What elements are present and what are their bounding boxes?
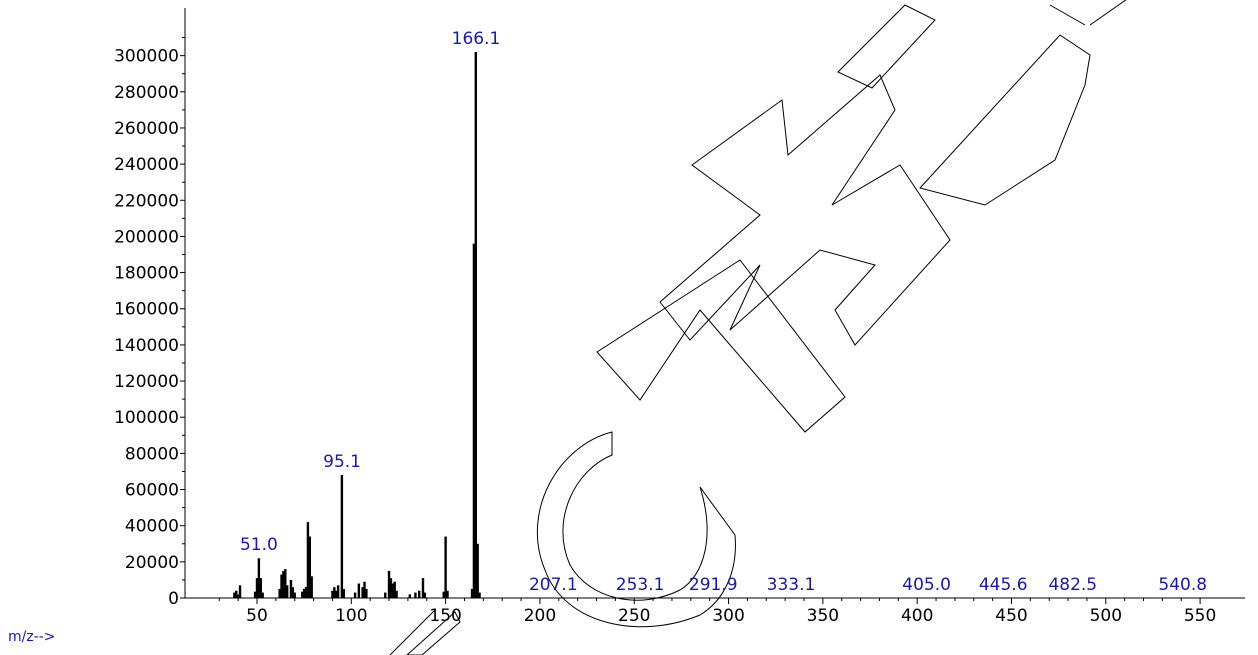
x-tick-label: 400 [901,606,933,626]
peak-bar [442,591,445,598]
y-tick-label: 60000 [125,481,179,501]
peak-bar [233,592,236,598]
x-tick-label: 450 [995,606,1027,626]
peak-label: 405.0 [902,575,951,595]
y-tick-label: 160000 [114,300,179,320]
x-tick-label: 500 [1090,606,1122,626]
y-tick-label: 220000 [114,191,179,211]
cimet-watermark [389,0,1127,655]
peak-bar [278,588,281,598]
peak-bar [478,592,481,598]
y-tick-label: 300000 [114,47,179,67]
peak-bar [472,243,476,598]
peak-bar [446,590,449,598]
peak-bar [236,594,240,598]
peak-bar [389,578,393,598]
x-axis-title: m/z--> [8,629,56,645]
peak-bar [238,585,242,598]
peak-bar [421,578,425,598]
peak-bar [293,592,296,598]
peak-bar [335,590,338,598]
peak-bar [310,576,313,598]
x-tick-label: 350 [807,606,839,626]
peak-bar [342,588,345,598]
peak-bar [336,585,340,598]
peak-bar [282,570,285,598]
peak-bar [301,591,304,598]
y-tick-label: 260000 [114,119,179,139]
peak-bar [289,579,293,598]
peak-bar [308,536,312,598]
x-tick-label: 550 [1184,606,1216,626]
peak-label: 253.1 [616,575,665,595]
peak-bar [340,475,344,598]
peak-label: 291.9 [689,575,738,595]
x-tick-label: 50 [246,606,268,626]
x-axis-ticks: 50 100 150 200 250 300 350 400 450 500 550 [218,598,1216,626]
y-tick-label: 180000 [114,264,179,284]
peak-bar [476,543,479,598]
spectrum-peaks [233,52,481,599]
peak-bar [408,594,411,598]
peak-label: 540.8 [1158,575,1207,595]
peak-bar [284,569,287,598]
peak-bar [353,592,357,598]
y-tick-label: 120000 [114,372,179,392]
peak-bar [363,581,366,598]
x-tick-label: 100 [335,606,367,626]
peak-bar [333,587,336,598]
peak-bar [365,588,368,598]
peak-bar [259,578,262,598]
y-tick-label: 280000 [114,83,179,103]
peak-bar [423,592,427,598]
peak-bar [235,590,238,598]
peak-bar [285,585,289,598]
peak-labels: 51.0 95.1 166.1 207.1 253.1 291.9 333.1 405.0 44… [240,29,1207,595]
peak-bar [414,592,417,598]
peak-label: 445.6 [979,575,1028,595]
x-tick-label: 300 [712,606,744,626]
peak-bar [474,52,477,599]
axes [184,8,1245,599]
x-tick-label: 250 [618,606,650,626]
peak-bar [391,583,395,598]
y-tick-label: 140000 [114,336,179,356]
y-tick-label: 20000 [125,553,179,573]
peak-bar [257,558,261,598]
peak-bar [302,588,306,598]
y-tick-label: 80000 [125,444,179,464]
peak-bar [393,581,396,598]
peak-bar [470,588,474,598]
y-tick-label: 240000 [114,155,179,175]
x-tick-label: 150 [429,606,461,626]
peak-bar [255,578,259,598]
peak-label: 95.1 [323,452,361,472]
peak-bar [384,592,387,598]
peak-bar [418,590,421,598]
peak-label: 166.1 [452,29,501,49]
peak-bar [387,570,391,598]
peak-bar [361,587,364,598]
y-tick-label: 0 [168,589,179,609]
peak-bar [331,590,334,598]
peak-label: 51.0 [240,535,278,555]
peak-bar [261,592,264,598]
peak-bar [304,587,308,598]
peak-bar [444,536,447,598]
peak-label: 333.1 [767,575,816,595]
y-axis-ticks: 0 20000 40000 60000 80000 100000 120000 140000 1… [114,37,185,609]
peak-label: 207.1 [529,575,578,595]
y-tick-label: 40000 [125,517,179,537]
peak-bar [306,522,310,598]
peak-bar [395,590,398,598]
y-tick-label: 200000 [114,227,179,247]
x-tick-label: 200 [524,606,556,626]
y-tick-label: 100000 [114,408,179,428]
peak-bar [280,574,283,598]
peak-bar [357,583,361,598]
peak-bar [253,591,257,598]
peak-label: 482.5 [1048,575,1097,595]
peak-bar [291,587,295,598]
